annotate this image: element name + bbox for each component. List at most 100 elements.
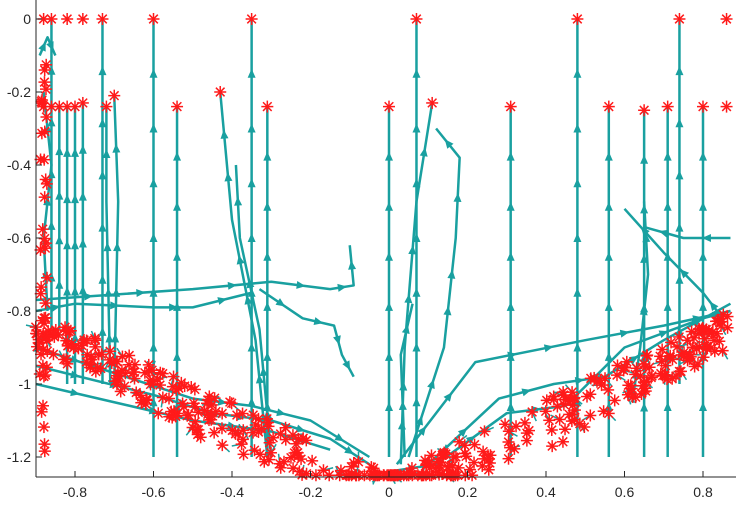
cluster-marker [110,355,123,368]
direction-arrow [78,144,87,154]
direction-arrow [419,147,428,157]
cluster-marker [602,383,615,396]
direction-arrow [453,192,462,203]
cluster-marker [293,465,306,478]
cluster-marker [205,409,218,422]
direction-arrow [78,238,87,248]
cluster-marker [715,319,728,332]
cluster-marker [109,375,122,388]
direction-arrow [78,285,87,295]
cluster-marker [334,464,347,477]
direction-arrow [47,220,56,230]
x-tick-label: 0.4 [536,484,556,500]
endpoint-marker [45,100,58,113]
cluster-marker [556,435,569,448]
direction-arrow [385,401,393,411]
cluster-marker [566,399,579,412]
endpoint-marker [720,100,733,113]
y-tick-label: -0.6 [7,230,31,246]
direction-arrow [417,426,427,436]
cluster-marker [104,345,117,358]
cluster-marker [706,325,719,338]
direction-arrow [276,408,286,417]
cluster-marker [635,388,648,401]
direction-arrow [98,118,107,128]
cluster-marker [639,385,652,398]
edge-marker [35,127,48,140]
direction-arrow [169,303,179,312]
endpoint-marker [426,96,439,109]
edge-marker [39,297,52,310]
cluster-marker [323,469,336,482]
direction-arrow [46,41,54,51]
direction-arrow [574,376,585,385]
cluster-marker [502,425,515,438]
cluster-marker [119,367,132,380]
direction-arrow [55,279,64,289]
cluster-marker [223,396,236,409]
direction-arrow [640,154,649,164]
cluster-marker [291,446,304,459]
direction-arrow [148,406,159,415]
direction-arrow [173,151,182,161]
endpoint-marker [76,96,89,109]
edge-marker [38,312,51,325]
cluster-marker [482,463,495,476]
cluster-marker [578,421,591,434]
direction-arrow [149,178,158,188]
cluster-marker [166,380,179,393]
direction-arrow [63,147,72,157]
direction-arrow [63,240,72,250]
cluster-marker [686,341,699,354]
direction-arrow [71,240,79,250]
cluster-marker [103,353,116,366]
direction-arrow [234,196,243,206]
cluster-marker [309,469,322,482]
x-tick-label: -0.6 [141,484,165,500]
direction-arrow [604,151,613,161]
direction-arrow [136,289,146,298]
cluster-marker [264,446,277,459]
direction-arrow [259,366,268,377]
cluster-marker [152,407,165,420]
cluster-marker [547,390,560,403]
endpoint-marker [76,13,89,25]
cluster-marker [263,453,276,466]
direction-arrow [399,381,408,391]
direction-arrow [573,123,582,133]
direction-arrow [247,397,256,407]
direction-arrow [408,245,417,255]
cluster-marker [436,448,449,461]
cluster-marker [80,355,93,368]
trajectory-line [643,225,731,240]
direction-arrow [663,201,672,211]
cluster-marker [621,388,634,401]
endpoint-marker [45,13,58,25]
direction-arrow [337,283,347,292]
endpoint-marker [261,100,274,113]
cluster-marker [543,414,556,427]
direction-arrow [83,292,94,301]
direction-arrow [263,151,272,161]
cluster-marker [563,408,576,421]
endpoint-marker [638,104,651,117]
direction-arrow [573,287,582,297]
direction-arrow [71,147,79,157]
direction-arrow [663,301,672,311]
edge-marker [40,329,53,342]
direction-arrow [149,68,158,78]
direction-arrow [149,233,158,242]
cluster-marker [597,405,610,418]
cluster-marker [114,385,127,398]
cluster-marker [546,440,559,453]
cluster-marker [640,349,653,362]
endpoint-marker [697,100,709,113]
direction-arrow [679,269,690,279]
cluster-marker [559,423,572,436]
edge-marker [35,348,48,361]
cluster-marker [235,438,248,451]
direction-arrow [102,149,111,159]
cluster-marker [645,371,658,384]
direction-arrow [658,330,669,339]
direction-arrow [71,286,79,296]
